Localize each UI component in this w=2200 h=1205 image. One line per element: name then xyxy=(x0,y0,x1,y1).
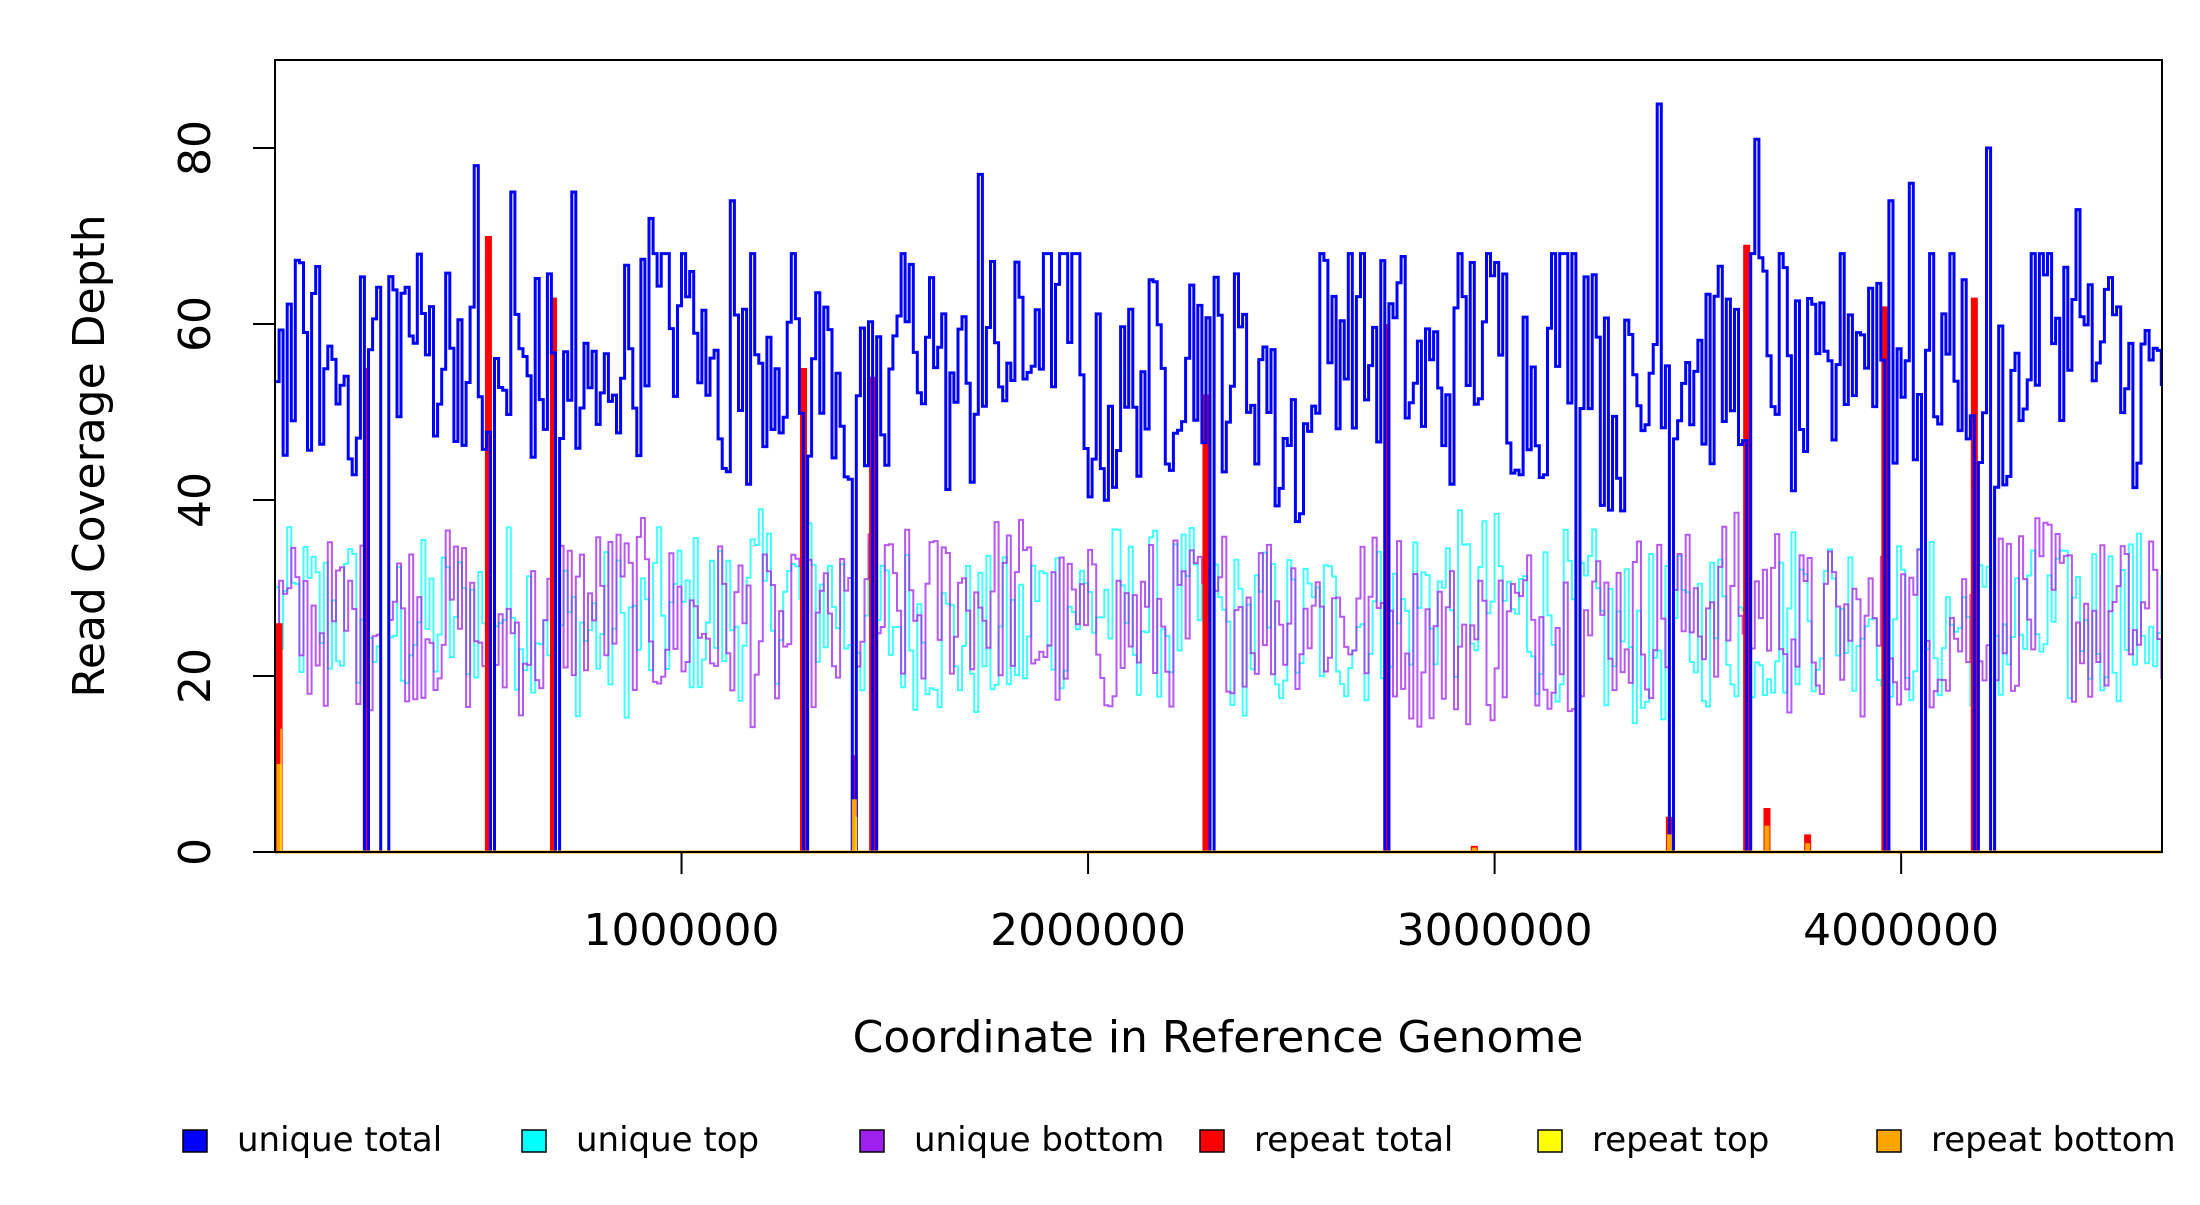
legend-swatch xyxy=(1537,1129,1563,1153)
legend: unique total unique top unique bottom repea… xyxy=(182,1120,2176,1160)
y-tick-label: 40 xyxy=(170,472,221,528)
x-tick-label: 3000000 xyxy=(1397,905,1593,956)
y-tick-label: 0 xyxy=(170,838,221,866)
x-tick-label: 2000000 xyxy=(990,905,1186,956)
legend-swatch xyxy=(859,1129,885,1153)
legend-label: unique bottom xyxy=(914,1120,1164,1160)
y-tick-label: 20 xyxy=(170,648,221,704)
legend-item: unique bottom xyxy=(859,1120,1164,1160)
y-axis-label: Read Coverage Depth xyxy=(64,214,115,697)
legend-label: repeat bottom xyxy=(1931,1120,2176,1160)
x-axis: 1000000 2000000 3000000 4000000 xyxy=(584,851,1999,956)
legend-swatch xyxy=(1876,1129,1902,1153)
legend-item: unique top xyxy=(521,1120,759,1160)
legend-label: repeat total xyxy=(1254,1120,1453,1160)
y-tick-label: 80 xyxy=(170,120,221,176)
legend-swatch xyxy=(1199,1129,1225,1153)
y-tick-label: 60 xyxy=(170,296,221,352)
legend-swatch xyxy=(182,1129,208,1153)
x-tick-label: 1000000 xyxy=(584,905,780,956)
legend-item: repeat bottom xyxy=(1876,1120,2176,1160)
legend-label: unique top xyxy=(576,1120,759,1160)
legend-swatch xyxy=(521,1129,547,1153)
legend-item: unique total xyxy=(182,1120,442,1160)
series-unique-bottom xyxy=(275,511,2163,853)
legend-label: unique total xyxy=(237,1120,442,1160)
x-axis-label: Coordinate in Reference Genome xyxy=(853,1012,1584,1063)
series-unique-total xyxy=(275,102,2163,854)
legend-item: repeat total xyxy=(1199,1120,1453,1160)
y-axis: 0 20 40 60 80 xyxy=(170,120,276,866)
x-tick-label: 4000000 xyxy=(1803,905,1999,956)
legend-label: repeat top xyxy=(1592,1120,1769,1160)
legend-item: repeat top xyxy=(1537,1120,1769,1160)
